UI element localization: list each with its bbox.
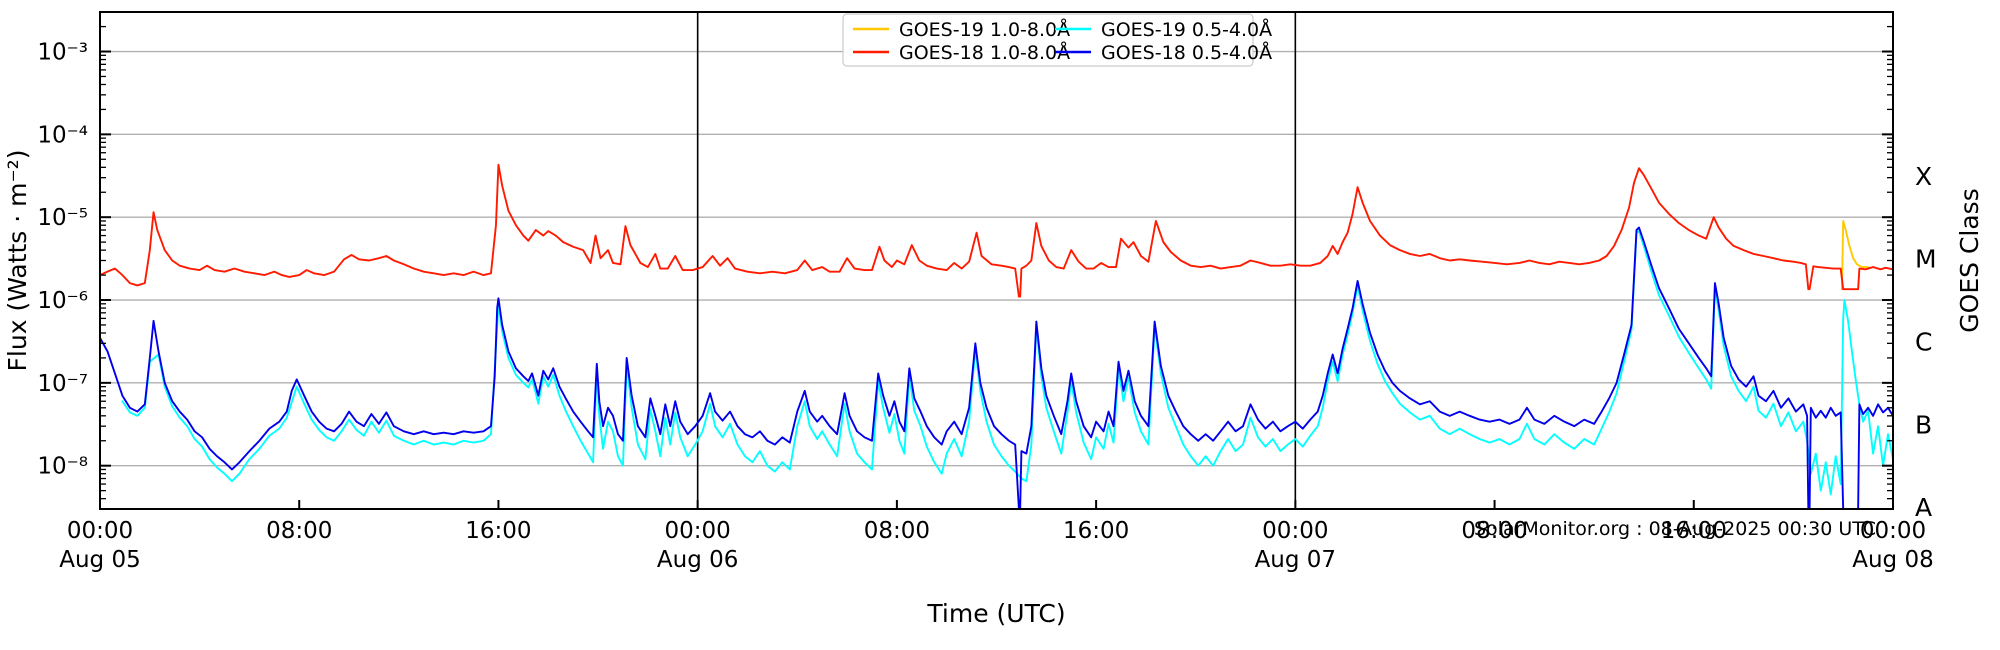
x-tick-label-time: 00:00 bbox=[1860, 518, 1926, 544]
x-tick-label-time: 16:00 bbox=[1661, 518, 1727, 544]
x-tick-label-time: 08:00 bbox=[864, 518, 930, 544]
goes-class-label: M bbox=[1915, 245, 1937, 274]
goes-class-label: X bbox=[1915, 162, 1932, 191]
watermark-text: SolarMonitor.org : 08-Aug-2025 00:30 UTC bbox=[1474, 518, 1876, 540]
x-tick-label-time: 08:00 bbox=[1461, 518, 1527, 544]
x-tick-label-date: Aug 08 bbox=[1852, 547, 1934, 573]
x-tick-label-date: Aug 05 bbox=[59, 547, 141, 573]
x-tick-label-time: 16:00 bbox=[1063, 518, 1129, 544]
series-line-g18-long bbox=[99, 163, 1894, 298]
x-tick-label-date: Aug 07 bbox=[1255, 547, 1337, 573]
x-tick-label-time: 00:00 bbox=[1262, 518, 1328, 544]
legend: GOES-19 1.0-8.0Å GOES-19 0.5-4.0ÅGOES-18 … bbox=[842, 13, 1272, 67]
x-tick-label-time: 08:00 bbox=[266, 518, 332, 544]
goes-class-label: B bbox=[1915, 410, 1932, 439]
y-axis-title: Flux (Watts · m⁻²) bbox=[3, 150, 32, 372]
y-tick-label: 10⁻³ bbox=[37, 40, 88, 66]
legend-label: GOES-19 1.0-8.0Å bbox=[899, 18, 1070, 41]
legend-label: GOES-18 1.0-8.0Å bbox=[899, 41, 1070, 64]
goes-class-label: C bbox=[1915, 327, 1932, 356]
y-tick-label: 10⁻⁶ bbox=[37, 288, 88, 314]
x-axis-title: Time (UTC) bbox=[926, 599, 1065, 628]
y-tick-label: 10⁻⁸ bbox=[37, 454, 88, 480]
series-line-g19-short bbox=[121, 230, 1894, 496]
x-tick-label-date: Aug 06 bbox=[657, 547, 739, 573]
y-tick-label: 10⁻⁵ bbox=[37, 205, 88, 231]
x-tick-label-time: 00:00 bbox=[67, 518, 133, 544]
y-tick-label: 10⁻⁴ bbox=[37, 122, 88, 148]
y2-axis-title: GOES Class bbox=[1955, 188, 1984, 332]
x-tick-label-time: 00:00 bbox=[665, 518, 731, 544]
legend-label: GOES-19 0.5-4.0Å bbox=[1101, 18, 1272, 41]
series-line-g18-short bbox=[99, 226, 1894, 510]
legend-box bbox=[842, 13, 1254, 67]
y-tick-label: 10⁻⁷ bbox=[37, 371, 88, 397]
goes-class-label: A bbox=[1915, 493, 1932, 522]
series-line-g19-long bbox=[1841, 220, 1872, 291]
x-tick-label-time: 16:00 bbox=[465, 518, 531, 544]
legend-label: GOES-18 0.5-4.0Å bbox=[1101, 41, 1272, 64]
